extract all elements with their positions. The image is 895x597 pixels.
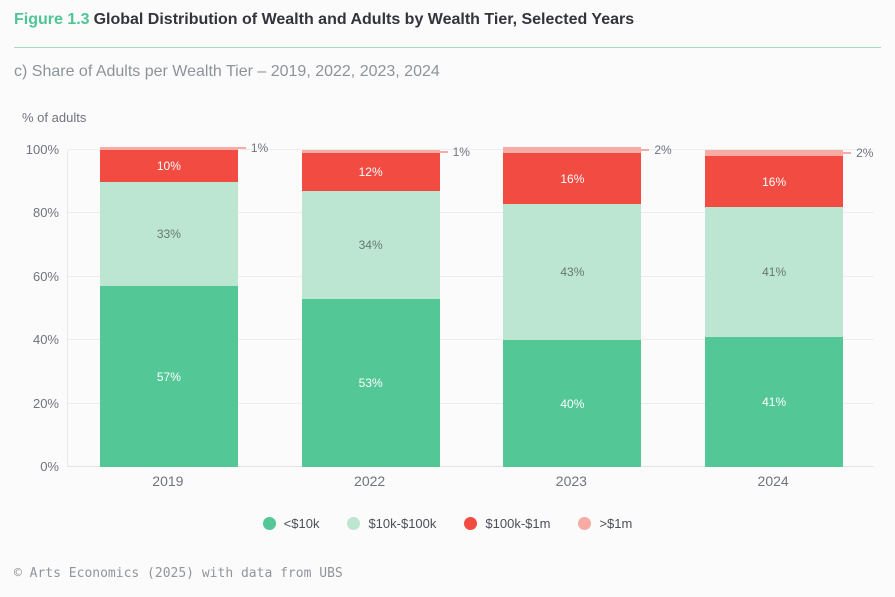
bar-2024-segment-0: 41%: [705, 337, 844, 467]
legend-item-label: $10k-$100k: [368, 516, 437, 531]
x-tick-2022: 2022: [354, 473, 386, 489]
legend-item-label: <$10k: [283, 516, 320, 531]
source-note: © Arts Economics (2025) with data from U…: [14, 566, 343, 581]
segment-value-label: 16%: [762, 174, 787, 189]
gridline-20: [68, 402, 874, 404]
legend-dot-icon: [578, 517, 592, 530]
bar-2019-segment-1: 33%: [99, 181, 238, 287]
legend-item-2: $100k-$1m: [464, 516, 550, 531]
gridline-60: [68, 275, 874, 277]
bar-2023-segment-1: 43%: [503, 203, 642, 341]
bar-2022-segment-2: 12%: [301, 153, 440, 192]
callout-leader-line: [237, 147, 246, 150]
segment-value-label: 41%: [762, 265, 787, 280]
legend-dot-icon: [262, 517, 276, 530]
y-tick-20: 20%: [32, 395, 59, 411]
callout-value-label: 2%: [856, 146, 874, 161]
gridline-100: [68, 149, 874, 150]
callout-2022: 1%: [439, 144, 470, 159]
callout-value-label: 1%: [452, 144, 470, 159]
y-axis: 0% 20% 40% 60% 80% 100%: [0, 142, 59, 474]
bar-2019: 57% 33% 10% 1%: [99, 141, 268, 467]
figure-title: Figure 1.3 Global Distribution of Wealth …: [14, 11, 634, 29]
bar-2024-segment-1: 41%: [705, 207, 844, 338]
callout-leader-line: [641, 149, 650, 152]
segment-value-label: 10%: [156, 158, 181, 173]
legend: <$10k $10k-$100k $100k-$1m >$1m: [0, 516, 895, 531]
callout-leader-line: [843, 152, 852, 155]
gridline-0: [68, 466, 874, 467]
x-tick-2024: 2024: [757, 473, 789, 489]
y-tick-60: 60%: [32, 268, 59, 284]
legend-item-0: <$10k: [262, 516, 320, 531]
bar-2022-segment-0: 53%: [301, 299, 440, 467]
bar-2019-segment-3: 1%: [99, 141, 268, 155]
x-tick-2019: 2019: [152, 473, 184, 489]
callout-2019: 1%: [237, 141, 269, 156]
y-axis-title: % of adults: [22, 110, 87, 125]
divider-line: [14, 47, 881, 48]
callout-2023: 2%: [641, 143, 672, 158]
segment-value-label: 34%: [358, 238, 383, 253]
segment-value-label: 16%: [560, 171, 585, 186]
legend-item-label: $100k-$1m: [485, 516, 551, 531]
bar-2019-segment-0: 57%: [99, 286, 238, 467]
bar-2024-segment-3: 2%: [705, 146, 873, 160]
segment-value-label: 43%: [560, 265, 585, 280]
chart-subtitle: c) Share of Adults per Wealth Tier – 201…: [14, 63, 440, 80]
callout-value-label: 1%: [250, 141, 269, 156]
callout-2024: 2%: [843, 146, 873, 160]
x-axis: 2019 2022 2023 2024: [67, 473, 874, 493]
bar-2022: 53% 34% 12% 1%: [301, 145, 470, 467]
figure-number: Figure 1.3: [14, 11, 90, 28]
y-tick-40: 40%: [32, 332, 59, 348]
segment-value-label: 53%: [358, 376, 383, 390]
callout-value-label: 2%: [654, 143, 672, 158]
legend-item-3: >$1m: [578, 516, 632, 531]
y-tick-100: 100%: [25, 142, 59, 157]
y-tick-0: 0%: [40, 459, 59, 474]
legend-dot-icon: [347, 517, 361, 530]
plot-area: 57% 33% 10% 1% 53% 34% 12% 1% 40% 43% 16% 2% 41% 41% 1…: [67, 141, 874, 467]
legend-item-1: $10k-$100k: [347, 516, 436, 531]
callout-leader-line: [439, 150, 448, 153]
gridline-40: [68, 339, 874, 341]
bar-2023-segment-3: 2%: [503, 143, 672, 157]
segment-value-label: 33%: [156, 227, 181, 241]
segment-value-label: 41%: [762, 395, 787, 410]
bar-2023-segment-0: 40%: [503, 340, 642, 467]
bar-2023: 40% 43% 16% 2%: [503, 143, 672, 467]
bar-2024-segment-2: 16%: [705, 156, 844, 208]
y-tick-80: 80%: [32, 205, 59, 221]
figure-title-text: Global Distribution of Wealth and Adults…: [93, 11, 635, 28]
gridline-80: [68, 212, 874, 214]
bar-2019-segment-2: 10%: [99, 150, 238, 182]
bar-2024: 41% 41% 16% 2%: [705, 146, 873, 467]
bar-2022-segment-1: 34%: [301, 191, 440, 299]
bar-2023-segment-2: 16%: [503, 153, 642, 204]
legend-dot-icon: [464, 517, 478, 530]
segment-value-label: 40%: [560, 396, 585, 411]
bar-2022-segment-3: 1%: [301, 145, 470, 159]
x-tick-2023: 2023: [555, 473, 587, 489]
segment-value-label: 12%: [358, 165, 383, 180]
segment-value-label: 57%: [156, 369, 181, 384]
legend-item-label: >$1m: [599, 516, 633, 531]
